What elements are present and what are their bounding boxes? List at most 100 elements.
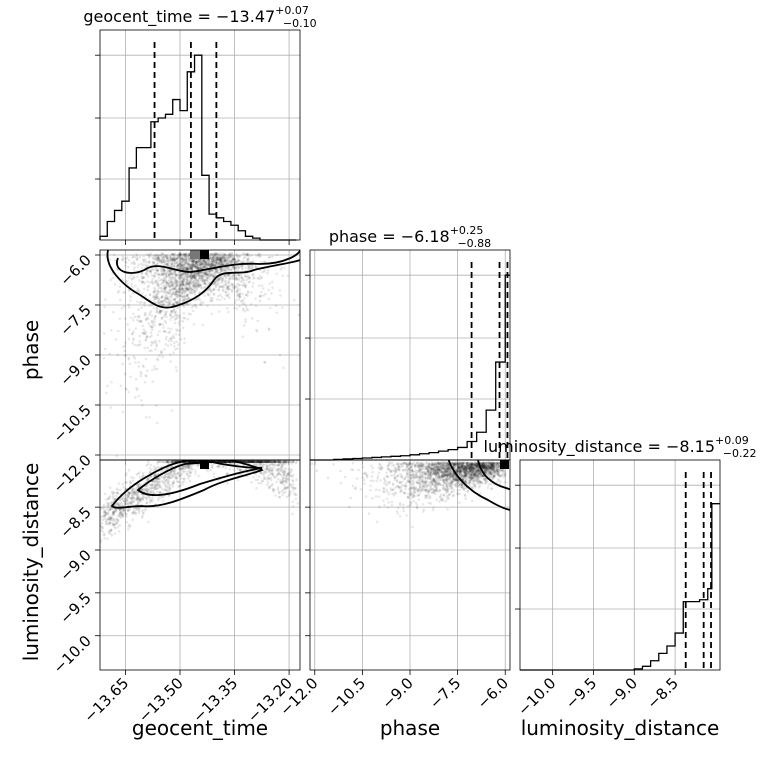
sample-point [160, 296, 163, 299]
sample-point [171, 474, 174, 478]
sample-point [165, 281, 169, 285]
sample-point [181, 267, 185, 271]
sample-point [204, 272, 208, 275]
sample-point [483, 482, 487, 485]
sample-point [182, 289, 185, 293]
sample-point [155, 253, 159, 257]
sample-point [176, 290, 179, 293]
sample-point [173, 275, 176, 279]
sample-point [141, 364, 145, 368]
sample-point [156, 465, 159, 469]
sample-point [234, 266, 238, 270]
sample-point [161, 495, 165, 499]
sample-point [123, 494, 126, 498]
sample-point [151, 278, 154, 281]
sample-point [227, 460, 231, 464]
sample-point [422, 468, 426, 471]
sample-point [155, 345, 158, 348]
sample-point [133, 343, 136, 347]
sample-point [206, 261, 209, 264]
sample-point [169, 285, 173, 289]
sample-point [226, 258, 230, 261]
sample-point [136, 485, 140, 488]
sample-point [469, 466, 473, 469]
sample-point [204, 273, 208, 277]
sample-point [278, 353, 282, 357]
sample-point [188, 474, 192, 478]
sample-point [200, 286, 204, 290]
sample-point [220, 460, 224, 464]
sample-point [210, 259, 214, 263]
sample-point [185, 464, 189, 468]
sample-point [130, 332, 134, 336]
sample-point [204, 266, 208, 269]
sample-point [257, 460, 260, 464]
sample-point [177, 281, 181, 285]
sample-point [259, 460, 263, 464]
sample-point [131, 332, 135, 335]
sample-point [200, 279, 204, 283]
sample-point [179, 284, 183, 288]
sample-point [416, 461, 420, 465]
sample-point [231, 277, 235, 280]
sample-point [496, 472, 499, 476]
y-tick-label: −8.5 [56, 503, 94, 541]
sample-point [483, 478, 486, 481]
sample-point [142, 489, 145, 492]
sample-point [181, 287, 185, 291]
sample-point [232, 265, 235, 269]
sample-point [202, 281, 205, 285]
sample-point [279, 268, 283, 271]
sample-point [259, 460, 262, 464]
sample-point [180, 256, 184, 260]
sample-point [292, 460, 295, 464]
sample-point [188, 281, 192, 284]
sample-point [173, 259, 177, 262]
sample-point [103, 517, 107, 520]
sample-point [119, 514, 123, 518]
sample-point [411, 473, 415, 477]
sample-point [218, 460, 222, 464]
sample-point [187, 297, 190, 301]
sample-point [160, 258, 164, 261]
sample-point [173, 297, 176, 301]
sample-point [163, 260, 167, 264]
sample-point [113, 510, 117, 514]
sample-point [187, 262, 191, 265]
sample-point [116, 291, 120, 294]
sample-point [234, 275, 237, 279]
sample-point [226, 294, 229, 297]
sample-point [166, 260, 170, 264]
sample-point [110, 490, 114, 494]
sample-point [140, 497, 143, 501]
sample-point [173, 472, 176, 476]
sample-point [140, 281, 144, 285]
sample-point [247, 460, 251, 464]
sample-point [140, 262, 143, 266]
sample-point [220, 258, 223, 262]
sample-point [271, 473, 275, 477]
sample-point [164, 298, 167, 301]
sample-point [155, 259, 159, 262]
sample-point [180, 280, 184, 283]
sample-point [144, 311, 147, 315]
sample-point [170, 460, 174, 464]
sample-point [209, 264, 213, 268]
sample-point [185, 267, 189, 271]
sample-point [127, 523, 131, 527]
sample-point [185, 287, 189, 291]
sample-point [153, 473, 156, 477]
sample-point [165, 280, 168, 284]
sample-point [238, 266, 242, 269]
scatter-points [100, 460, 300, 544]
sample-point [215, 270, 219, 274]
sample-point [162, 272, 166, 276]
sample-point [262, 260, 265, 264]
sample-point [275, 469, 278, 472]
sample-point [100, 525, 103, 528]
sample-point [249, 460, 252, 464]
sample-point [217, 253, 221, 257]
sample-point [129, 502, 132, 505]
sample-point [197, 274, 200, 278]
sample-point [148, 335, 152, 339]
